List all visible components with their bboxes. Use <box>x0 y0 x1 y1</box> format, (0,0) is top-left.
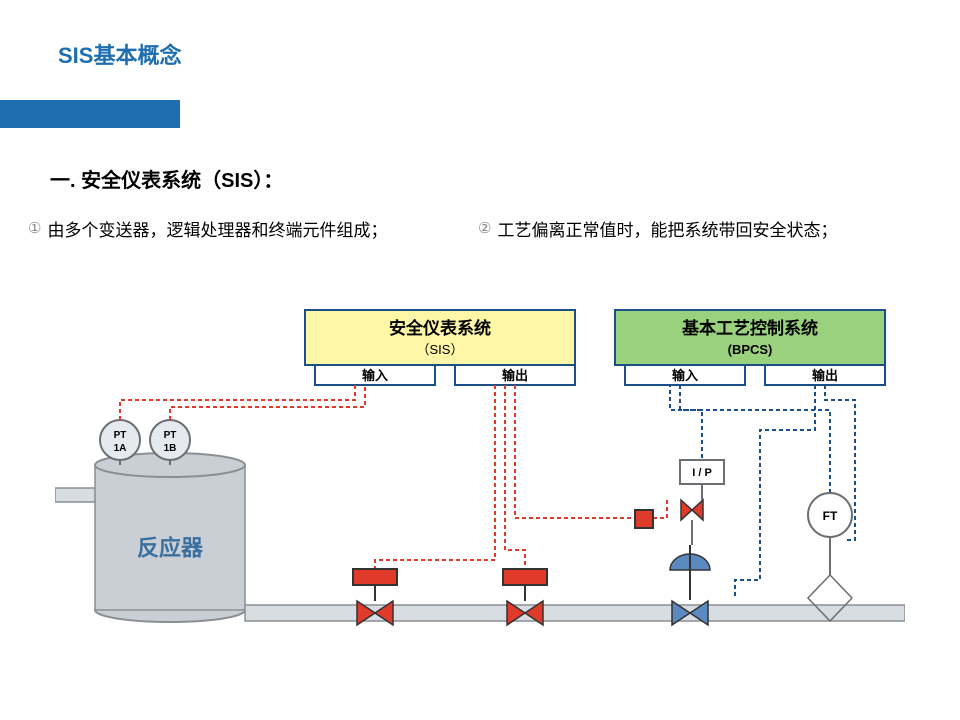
svg-text:1A: 1A <box>114 443 127 454</box>
svg-text:FT: FT <box>823 509 838 523</box>
bullet-item-1: ① 由多个变送器，逻辑处理器和终端元件组成； <box>28 215 408 247</box>
svg-text:输出: 输出 <box>812 368 838 383</box>
svg-text:输入: 输入 <box>672 368 698 383</box>
svg-text:I / P: I / P <box>692 467 712 479</box>
svg-text:PT: PT <box>164 430 177 441</box>
svg-text:反应器: 反应器 <box>137 536 204 561</box>
page-title: SIS基本概念 <box>58 38 181 70</box>
svg-text:(BPCS): (BPCS) <box>728 342 773 357</box>
bullet-num-2: ② <box>478 220 491 237</box>
heading-text: 安全仪表系统（SIS）： <box>81 170 283 192</box>
heading-number: 一. <box>50 170 76 192</box>
bullet-item-2: ② 工艺偏离正常值时，能把系统带回安全状态； <box>478 215 858 247</box>
svg-text:1B: 1B <box>164 443 177 454</box>
svg-text:安全仪表系统: 安全仪表系统 <box>389 318 491 338</box>
svg-text:（SIS）: （SIS） <box>417 342 464 357</box>
svg-text:输入: 输入 <box>362 368 388 383</box>
bullet-text-1: 由多个变送器，逻辑处理器和终端元件组成； <box>47 221 387 240</box>
section-heading: 一. 安全仪表系统（SIS）： <box>50 164 283 193</box>
svg-text:基本工艺控制系统: 基本工艺控制系统 <box>681 318 818 338</box>
bullet-text-2: 工艺偏离正常值时，能把系统带回安全状态； <box>497 221 837 240</box>
svg-text:输出: 输出 <box>502 368 528 383</box>
diagram-svg: 安全仪表系统 （SIS） 基本工艺控制系统 (BPCS) 输入 输出 输入 输出反应器 PT 1A… <box>55 300 905 680</box>
accent-bar <box>0 100 180 128</box>
svg-text:PT: PT <box>114 430 127 441</box>
sis-diagram: 安全仪表系统 （SIS） 基本工艺控制系统 (BPCS) 输入 输出 输入 输出反应器 PT 1A… <box>55 300 905 680</box>
bullet-num-1: ① <box>28 220 41 237</box>
